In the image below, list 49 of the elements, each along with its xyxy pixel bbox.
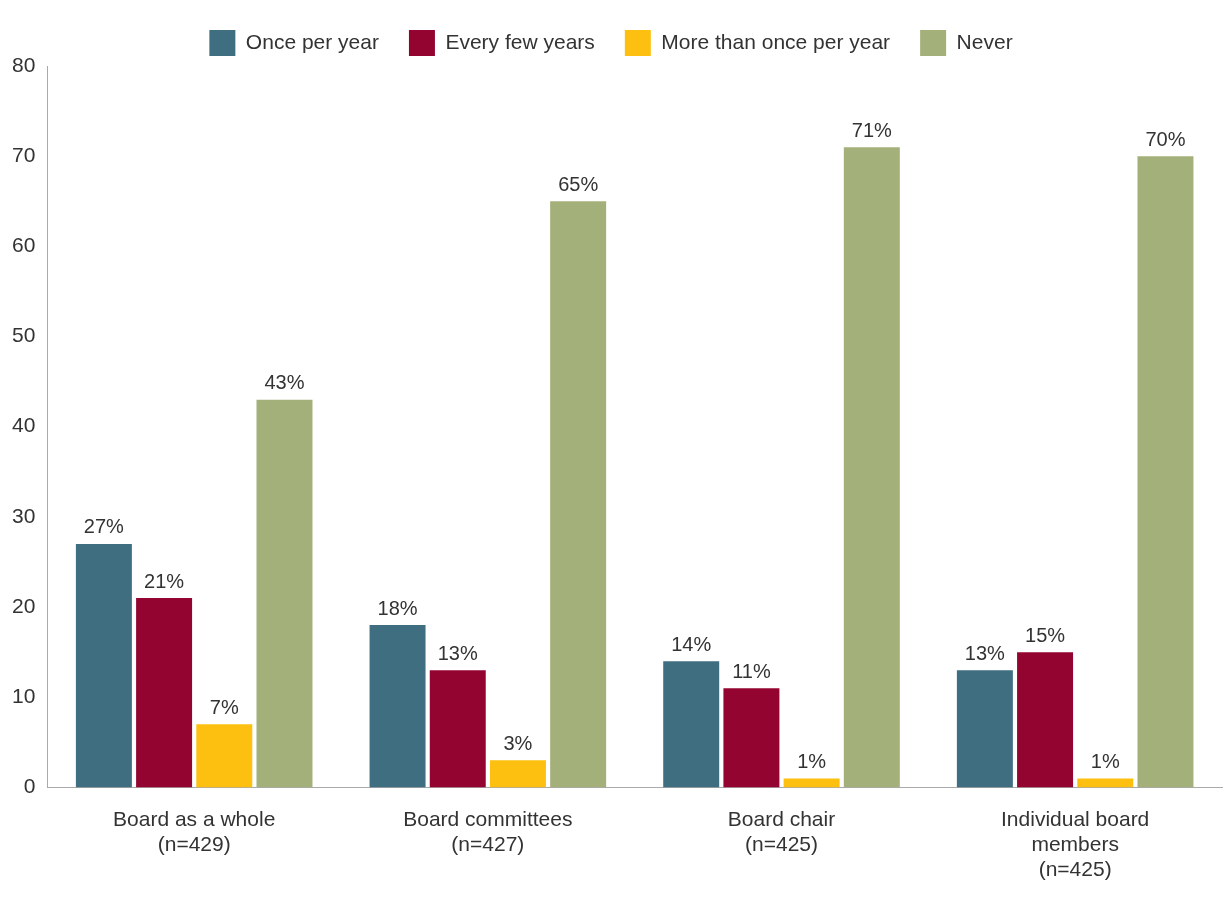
data-label: 3%: [503, 731, 533, 754]
bar: [956, 670, 1013, 788]
y-tick-label: 40: [12, 413, 36, 437]
data-label: 13%: [964, 641, 1006, 664]
legend-label: Every few years: [445, 29, 595, 53]
y-tick-label: 70: [12, 142, 36, 166]
y-tick-label: 20: [12, 593, 36, 617]
y-tick-label: 50: [12, 323, 36, 347]
data-label: 1%: [797, 749, 827, 772]
bar: [429, 670, 486, 788]
bar: [136, 598, 193, 788]
legend-label: More than once per year: [661, 29, 891, 53]
data-label: 14%: [671, 632, 712, 655]
data-label: 43%: [264, 371, 305, 394]
bar: [663, 661, 720, 788]
bar: [783, 778, 840, 788]
y-tick-label: 30: [12, 503, 36, 527]
y-tick-label: 10: [12, 684, 36, 708]
data-label: 70%: [1145, 127, 1186, 150]
data-label: 7%: [209, 695, 239, 718]
bar: [723, 688, 780, 788]
bar: [843, 147, 900, 788]
data-label: 13%: [437, 641, 478, 664]
data-label: 21%: [144, 569, 185, 592]
y-tick-label: 80: [12, 52, 36, 76]
y-tick-label: 0: [23, 774, 36, 798]
legend-label: Once per year: [245, 29, 379, 53]
x-tick-label: Board chair (n=425): [727, 806, 836, 855]
y-tick-label: 60: [12, 233, 36, 257]
data-label: 1%: [1090, 749, 1120, 772]
bar: [1077, 778, 1134, 788]
bar: [489, 760, 546, 788]
bar: [550, 201, 607, 788]
x-tick-label: Board as a whole (n=429): [113, 806, 276, 855]
legend-label: Never: [956, 29, 1013, 53]
bar: [196, 724, 253, 788]
bar: [256, 399, 313, 788]
data-label: 11%: [732, 659, 771, 682]
bar: [75, 543, 132, 788]
x-tick-label: Individual board members (n=425): [1001, 806, 1150, 881]
bar: [1017, 652, 1074, 788]
x-tick-label: Board committees (n=427): [403, 806, 573, 855]
data-label: 18%: [377, 596, 418, 619]
data-label: 15%: [1025, 623, 1066, 646]
data-label: 65%: [558, 172, 599, 195]
bar: [1137, 156, 1194, 788]
data-label: 71%: [851, 118, 893, 141]
data-label: 27%: [83, 515, 125, 538]
bar: [369, 625, 426, 788]
